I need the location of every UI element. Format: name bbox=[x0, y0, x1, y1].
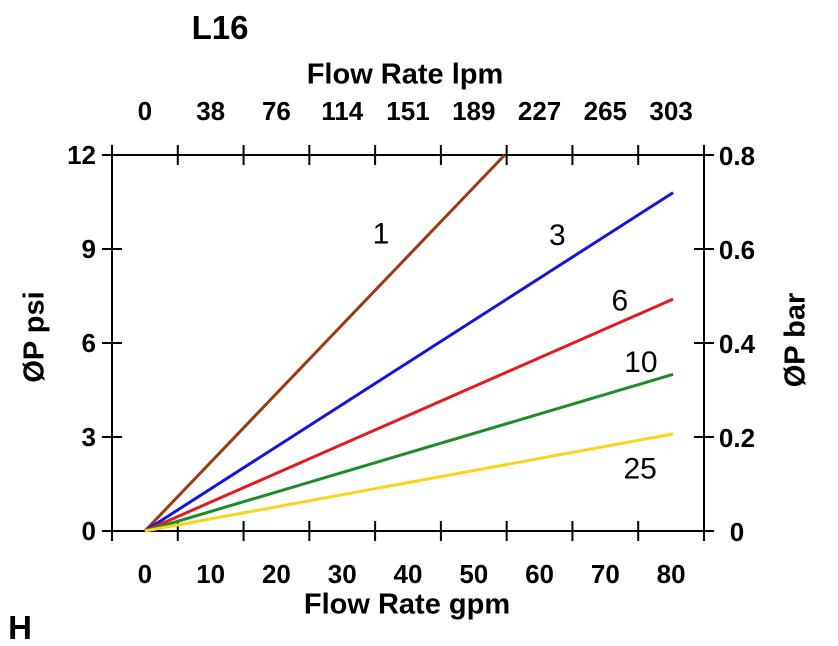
bottom-tick-label: 10 bbox=[196, 559, 225, 589]
top-tick-label: 114 bbox=[321, 96, 363, 126]
right-tick-label: 0 bbox=[730, 517, 744, 547]
left-tick-label: 3 bbox=[82, 422, 96, 452]
series-line-3 bbox=[144, 191, 674, 533]
page-marker: H bbox=[8, 609, 32, 646]
right-axis-title: ØP bar bbox=[779, 292, 812, 388]
left-axis-title: ØP psi bbox=[18, 291, 51, 383]
bottom-tick-label: 80 bbox=[657, 559, 686, 589]
bottom-tick-label: 30 bbox=[328, 559, 357, 589]
top-tick-label: 265 bbox=[584, 96, 627, 126]
bottom-tick-label: 50 bbox=[459, 559, 488, 589]
bottom-tick-label: 20 bbox=[262, 559, 291, 589]
right-tick-label: 0.2 bbox=[719, 423, 755, 453]
series-label-3: 3 bbox=[549, 219, 566, 252]
series-label-6: 6 bbox=[611, 285, 628, 318]
left-tick-label: 0 bbox=[82, 516, 96, 546]
top-tick-label: 38 bbox=[196, 96, 225, 126]
series-line-10 bbox=[144, 372, 674, 533]
right-tick-label: 0.4 bbox=[719, 329, 756, 359]
top-tick-label: 76 bbox=[262, 96, 291, 126]
left-tick-label: 9 bbox=[82, 234, 96, 264]
bottom-tick-label: 40 bbox=[394, 559, 423, 589]
top-axis-title: Flow Rate lpm bbox=[306, 58, 504, 91]
series-line-1 bbox=[143, 153, 506, 533]
series-lines bbox=[143, 153, 674, 533]
right-tick-label: 0.6 bbox=[719, 235, 755, 265]
series-label-1: 1 bbox=[373, 217, 390, 250]
bottom-axis-title: Flow Rate gpm bbox=[303, 588, 511, 621]
top-tick-label: 189 bbox=[452, 96, 495, 126]
top-tick-label: 151 bbox=[386, 96, 429, 126]
bottom-tick-label: 70 bbox=[591, 559, 620, 589]
left-tick-label: 12 bbox=[67, 140, 96, 170]
right-tick-label: 0.8 bbox=[719, 141, 755, 171]
top-tick-label: 227 bbox=[518, 96, 561, 126]
chart-title: L16 bbox=[191, 9, 249, 46]
series-label-25: 25 bbox=[624, 452, 657, 485]
tick-marks bbox=[102, 145, 714, 541]
series-labels: 1 3 6 10 25 bbox=[373, 217, 658, 485]
top-tick-label: 303 bbox=[649, 96, 692, 126]
top-tick-label: 0 bbox=[138, 96, 152, 126]
bottom-tick-label: 60 bbox=[525, 559, 554, 589]
series-line-6 bbox=[144, 297, 674, 533]
left-tick-label: 6 bbox=[82, 328, 96, 358]
bottom-tick-label: 0 bbox=[138, 559, 152, 589]
series-label-10: 10 bbox=[624, 346, 657, 379]
series-line-25 bbox=[144, 432, 674, 533]
